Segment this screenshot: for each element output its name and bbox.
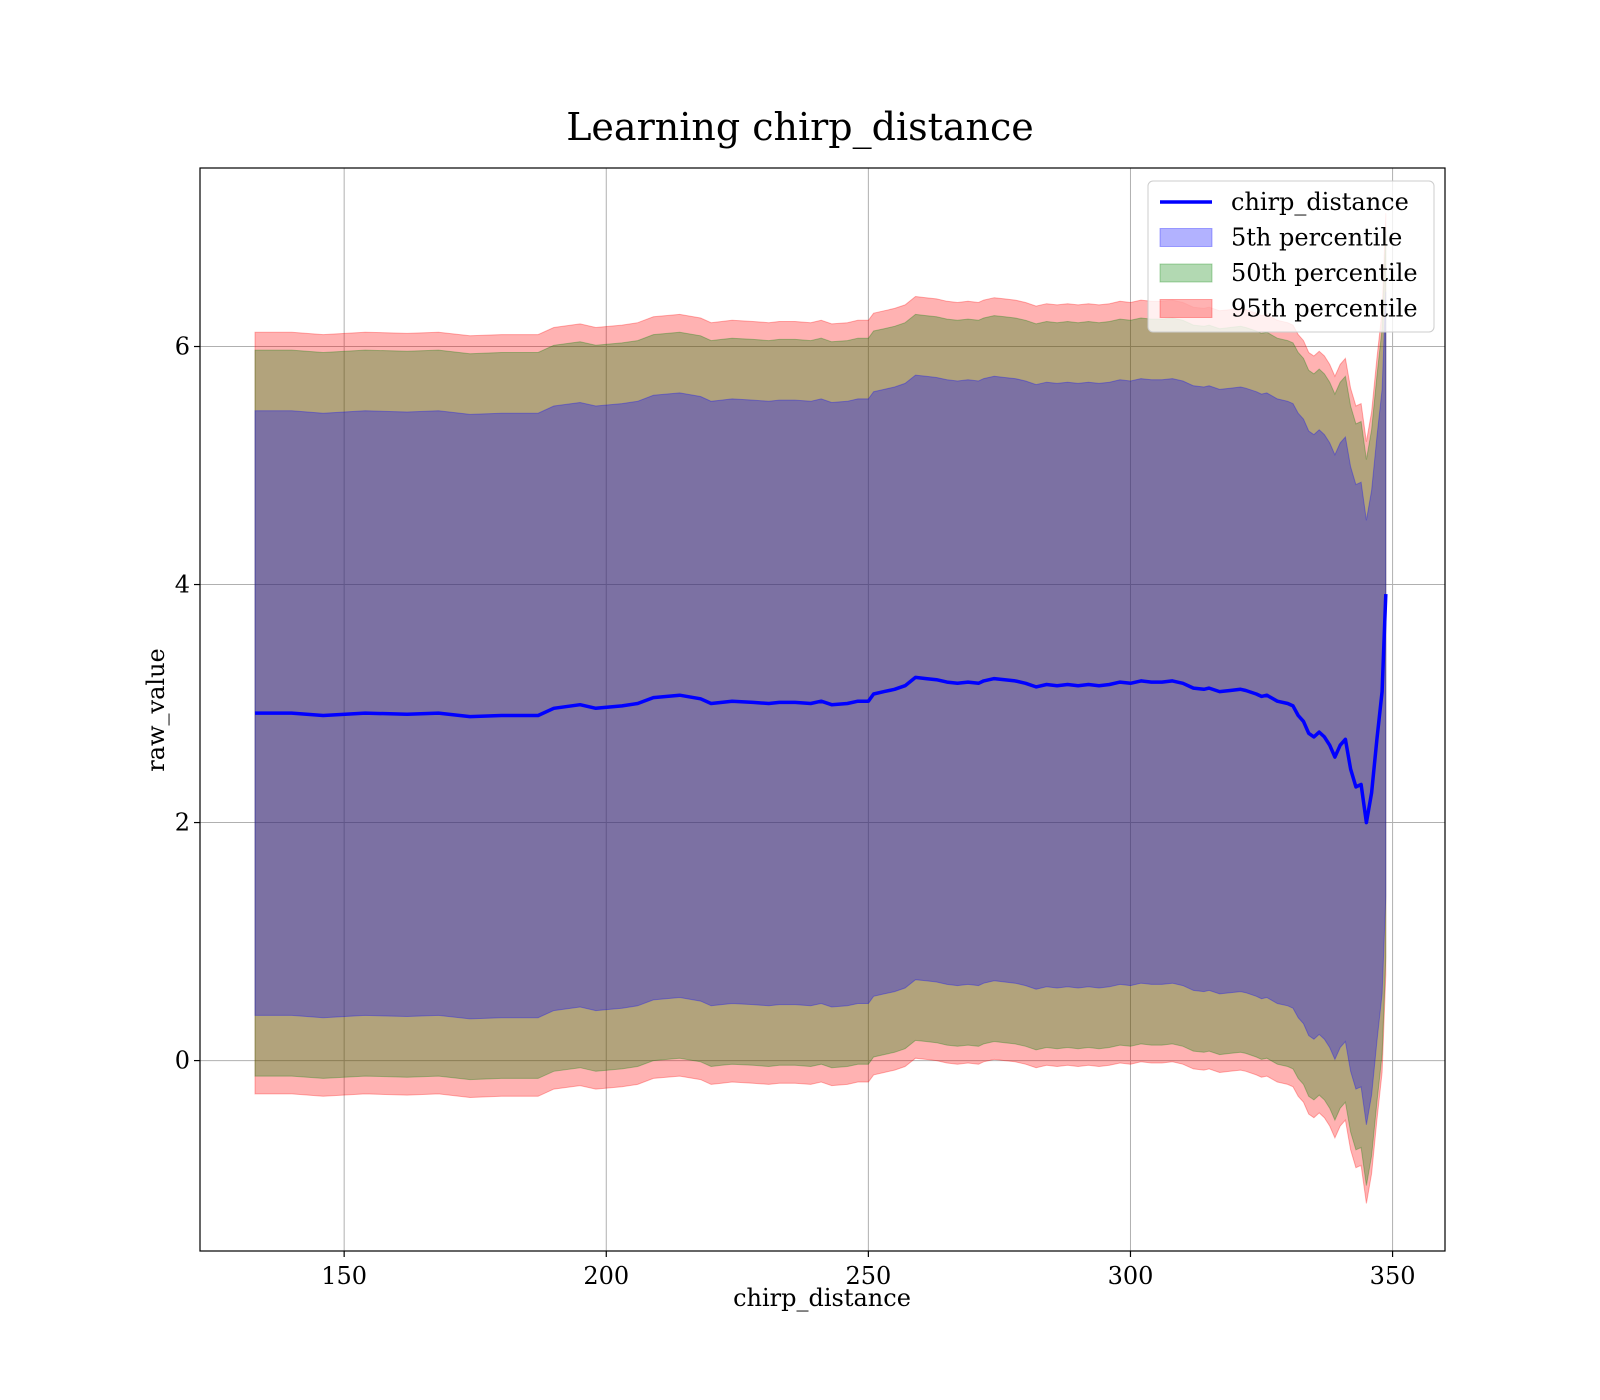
plot-frame [199,167,1446,1252]
legend-label: 95th percentile [1231,295,1418,323]
x-axis-label: chirp_distance [733,1284,911,1312]
y-tick-label: 2 [175,809,190,837]
y-tick-label: 6 [175,333,190,361]
y-tick-label: 4 [175,571,190,599]
band-5th-percentile [254,291,1387,1125]
tick-labels: 150 200 250 300 350 0 2 4 6 [175,333,1416,1290]
y-tick-label: 0 [175,1047,190,1075]
x-tick-label: 300 [1108,1262,1154,1290]
x-tick-label: 150 [321,1262,367,1290]
grid [200,168,1445,1251]
series-lines [255,594,1388,825]
x-tick-label: 350 [1370,1262,1416,1290]
chart-title: Learning chirp_distance [566,105,1034,150]
legend-swatch-patch [1159,299,1213,318]
band-50th-percentile [254,231,1387,1186]
legend: chirp_distance 5th percentile 50th percent… [1147,180,1435,333]
legend-swatch-patch [1159,263,1213,283]
legend-box [1147,180,1435,333]
legend-label: 5th percentile [1231,224,1402,252]
x-tick-label: 250 [845,1262,891,1290]
band-95th-percentile [254,213,1387,1204]
legend-swatch-patch [1159,228,1213,247]
legend-label: 50th percentile [1231,259,1418,287]
x-tick-label: 200 [583,1262,629,1290]
series-line-chirp_distance [255,594,1388,825]
legend-label: chirp_distance [1231,188,1409,216]
percentile-bands [254,213,1387,1204]
y-axis-label: raw_value [142,648,170,772]
